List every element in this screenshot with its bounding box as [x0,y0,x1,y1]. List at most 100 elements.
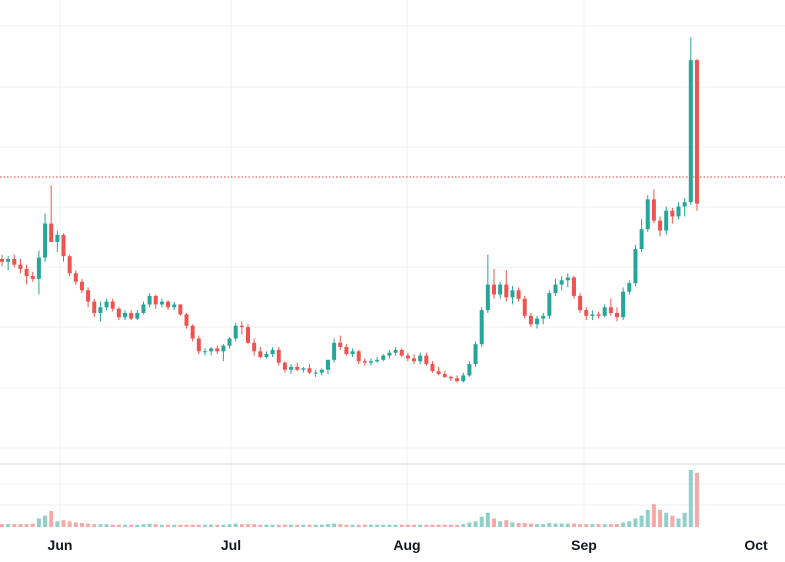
candle-body [209,348,214,352]
candle-body [664,210,669,231]
candle-body [43,223,48,258]
volume-bar [159,524,164,527]
candle-body [147,295,152,305]
candle-body [369,361,373,363]
candle-body [436,371,441,375]
candle-body [590,314,595,316]
candle-body [467,364,472,376]
candle-body [639,229,644,250]
volume-bar [282,524,287,527]
volume-bar [461,524,466,527]
candle-body [362,361,367,363]
volume-bar [196,524,201,527]
volume-bar [172,524,177,527]
volume-bar [369,524,373,527]
x-axis: Jun Jul Aug Sep Oct [48,537,768,553]
volume-bar [79,523,84,527]
candle-body [36,257,41,279]
volume-bar [141,524,146,527]
candle-body [442,374,447,377]
volume-bar [332,523,337,527]
candle-body [332,342,337,360]
candle-body [522,298,527,316]
candle-body [393,349,398,353]
candle-body [479,310,484,345]
volume-bar [30,523,35,527]
volume-bar [578,524,583,527]
candle-body [55,234,60,242]
candle-body [73,273,78,282]
candle-body [196,338,201,352]
volume-bar [178,524,183,527]
candle-body [356,351,361,362]
volume-bar [215,524,220,527]
volume-bar [24,524,29,527]
candle-body [307,368,312,373]
volume-bar [571,523,576,527]
volume-bar [436,524,441,527]
volume-bar [541,524,546,527]
volume-bar [344,524,349,527]
volume-bar [202,524,207,527]
candle-body [276,349,281,363]
volume-bar [485,512,490,527]
volume-bar [307,524,312,527]
volume-bar [639,515,644,527]
candle-body [79,281,84,291]
volume-bar [153,524,158,527]
candle-body [116,308,121,318]
volume-bar [338,524,343,527]
volume-bar [227,524,232,527]
candle-body [504,284,509,298]
candle-body [645,199,650,230]
candle-body [166,301,171,308]
volume-bar [55,521,60,527]
volume-bar [18,524,23,527]
volume-bar [522,523,527,527]
candle-body [547,293,552,316]
candle-body [123,312,127,318]
candle-body [615,312,619,318]
volume-bar [381,524,386,527]
volume-bar [547,523,552,527]
candle-body [6,259,11,262]
volume-bar [246,524,250,527]
volume-bar [418,524,423,527]
volume-bar [73,522,78,527]
candle-body [301,368,306,370]
volume-bar [405,524,410,527]
candle-body [694,60,699,204]
volume-bar [621,522,626,527]
volume-bar [190,524,195,527]
volume-bar [467,522,472,527]
volume-bar [676,518,681,527]
volume-bar [209,524,214,527]
candle-body [246,327,250,343]
candle-body [227,338,232,346]
volume-bars [0,470,699,527]
candle-body [559,280,564,285]
candle-body [448,376,453,379]
candle-body [233,325,238,339]
candle-body [424,355,429,365]
candles [0,37,699,383]
candle-body [473,344,478,365]
candle-body [553,284,558,294]
volume-bar [6,524,11,527]
candle-body [399,349,404,356]
volume-bar [362,524,367,527]
volume-bar [393,524,398,527]
volume-bar [424,524,429,527]
candle-body [215,348,220,352]
candle-body [172,304,177,308]
candle-body [430,364,435,372]
volume-bar [49,511,54,527]
volume-bar [135,524,140,527]
candle-body [485,284,490,311]
candle-body [682,202,687,207]
candle-body [510,290,515,298]
volume-bar [387,524,392,527]
volume-bar [350,524,355,527]
candle-body [202,351,207,353]
volume-bar [442,524,447,527]
